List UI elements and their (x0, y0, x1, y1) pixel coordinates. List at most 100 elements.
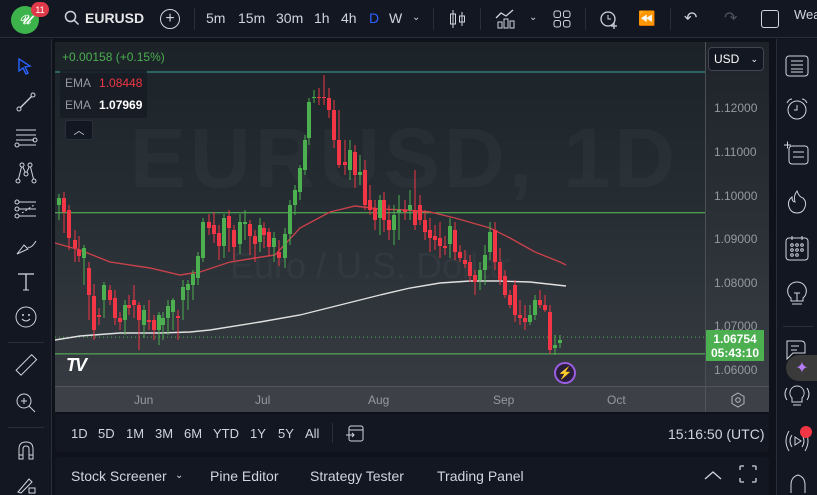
candle-body[interactable] (488, 232, 492, 252)
candle-body[interactable] (87, 268, 91, 295)
candle-body[interactable] (222, 218, 226, 246)
timeframe-1h[interactable]: 1h (314, 10, 330, 26)
candle-body[interactable] (443, 246, 447, 248)
trend-line-icon[interactable] (15, 91, 37, 113)
candle-body[interactable] (332, 110, 336, 140)
layout-grid-icon[interactable] (553, 10, 571, 28)
candle-body[interactable] (397, 210, 401, 212)
tab-stock-screener[interactable]: Stock Screener (71, 468, 167, 484)
timeframe-w[interactable]: W (389, 10, 403, 26)
candle-body[interactable] (513, 285, 517, 315)
undo-icon[interactable]: ↶ (684, 10, 698, 27)
ideas-lightbulb-icon[interactable] (786, 281, 808, 307)
candle-body[interactable] (201, 222, 205, 258)
candle-body[interactable] (453, 230, 457, 252)
lock-drawings-icon[interactable] (15, 473, 37, 495)
candle-body[interactable] (322, 97, 326, 98)
candle-body[interactable] (528, 315, 532, 322)
candle-body[interactable] (262, 228, 266, 235)
candle-body[interactable] (533, 300, 537, 315)
candle-body[interactable] (253, 236, 257, 244)
indicators-dropdown-chevron-icon[interactable]: ⌄ (529, 12, 538, 23)
expand-panel-chevron-up-icon[interactable] (703, 469, 723, 481)
candle-body[interactable] (538, 300, 542, 305)
candle-body[interactable] (238, 222, 242, 244)
candle-body[interactable] (171, 300, 175, 312)
indicators-icon[interactable] (494, 8, 516, 30)
candle-body[interactable] (392, 215, 396, 230)
candle-body[interactable] (191, 274, 195, 285)
pattern-xabcd-icon[interactable] (14, 161, 38, 185)
candle-body[interactable] (142, 310, 146, 325)
candle-body[interactable] (368, 200, 372, 210)
candle-body[interactable] (108, 290, 112, 300)
candle-body[interactable] (212, 225, 216, 234)
compare-symbol-plus-icon[interactable]: + (160, 9, 180, 29)
candle-body[interactable] (558, 340, 562, 343)
candle-body[interactable] (77, 250, 81, 256)
maximize-panel-icon[interactable] (739, 465, 757, 483)
cursor-arrow-icon[interactable] (16, 57, 34, 75)
truncated-menu-label[interactable]: Wea (794, 7, 817, 22)
candle-body[interactable] (293, 190, 297, 205)
candle-body[interactable] (92, 296, 96, 330)
candle-body[interactable] (353, 152, 357, 175)
candle-body[interactable] (176, 316, 180, 318)
candle-body[interactable] (543, 305, 547, 310)
candle-body[interactable] (433, 236, 437, 240)
candle-body[interactable] (478, 270, 482, 280)
add-to-list-icon[interactable] (783, 141, 809, 165)
candle-body[interactable] (248, 224, 252, 236)
candle-body[interactable] (523, 318, 527, 322)
currency-select[interactable]: USD ⌄ (708, 47, 764, 71)
candle-body[interactable] (378, 200, 382, 218)
streams-bulb-broadcast-icon[interactable] (781, 383, 813, 413)
candle-body[interactable] (123, 305, 127, 320)
emoji-smiley-icon[interactable] (14, 305, 38, 329)
candle-body[interactable] (157, 315, 161, 330)
candle-body[interactable] (227, 216, 231, 228)
candle-body[interactable] (303, 140, 307, 170)
alarm-clock-icon[interactable] (785, 97, 809, 121)
candle-body[interactable] (258, 225, 262, 242)
tab-pine-editor[interactable]: Pine Editor (210, 468, 279, 484)
chat-messages-icon[interactable] (785, 339, 807, 363)
replay-rewind-icon[interactable]: ⏪ (638, 10, 656, 26)
candle-body[interactable] (82, 248, 86, 258)
candle-body[interactable] (373, 208, 377, 220)
candle-body[interactable] (267, 232, 271, 247)
candle-body[interactable] (196, 256, 200, 278)
candle-body[interactable] (358, 172, 362, 175)
candle-body[interactable] (277, 252, 281, 258)
candle-body[interactable] (57, 198, 61, 205)
candle-body[interactable] (363, 170, 367, 205)
ema-fast-legend[interactable]: EMA 1.08448 (65, 76, 143, 90)
candle-body[interactable] (137, 305, 141, 320)
candle-body[interactable] (186, 284, 190, 290)
candle-body[interactable] (97, 315, 101, 317)
range-ytd[interactable]: YTD (213, 426, 239, 441)
range-1m[interactable]: 1M (126, 426, 145, 441)
lightning-event-icon[interactable]: ⚡ (554, 362, 576, 384)
candle-body[interactable] (161, 318, 165, 325)
timeframe-d[interactable]: D (369, 10, 380, 26)
candle-body[interactable] (343, 162, 347, 165)
candle-body[interactable] (418, 205, 422, 220)
fib-retracement-icon[interactable] (14, 199, 38, 221)
timeframe-dropdown-chevron-icon[interactable]: ⌄ (412, 12, 421, 23)
stock-screener-chevron-icon[interactable]: ⌄ (175, 470, 184, 481)
range-5d[interactable]: 5D (98, 426, 115, 441)
candle-body[interactable] (493, 230, 497, 262)
collapse-legend-button[interactable]: ︿ (65, 120, 93, 140)
candle-body[interactable] (337, 140, 341, 165)
notifications-bell-icon[interactable] (787, 473, 809, 495)
candle-body[interactable] (423, 220, 427, 232)
candle-body[interactable] (503, 276, 507, 295)
candle-body[interactable] (207, 222, 211, 228)
candle-body[interactable] (288, 205, 292, 234)
candle-body[interactable] (403, 210, 407, 212)
candle-body[interactable] (498, 262, 502, 280)
candle-body[interactable] (283, 234, 287, 258)
brush-icon[interactable] (14, 235, 38, 257)
magnet-icon[interactable] (15, 439, 37, 463)
